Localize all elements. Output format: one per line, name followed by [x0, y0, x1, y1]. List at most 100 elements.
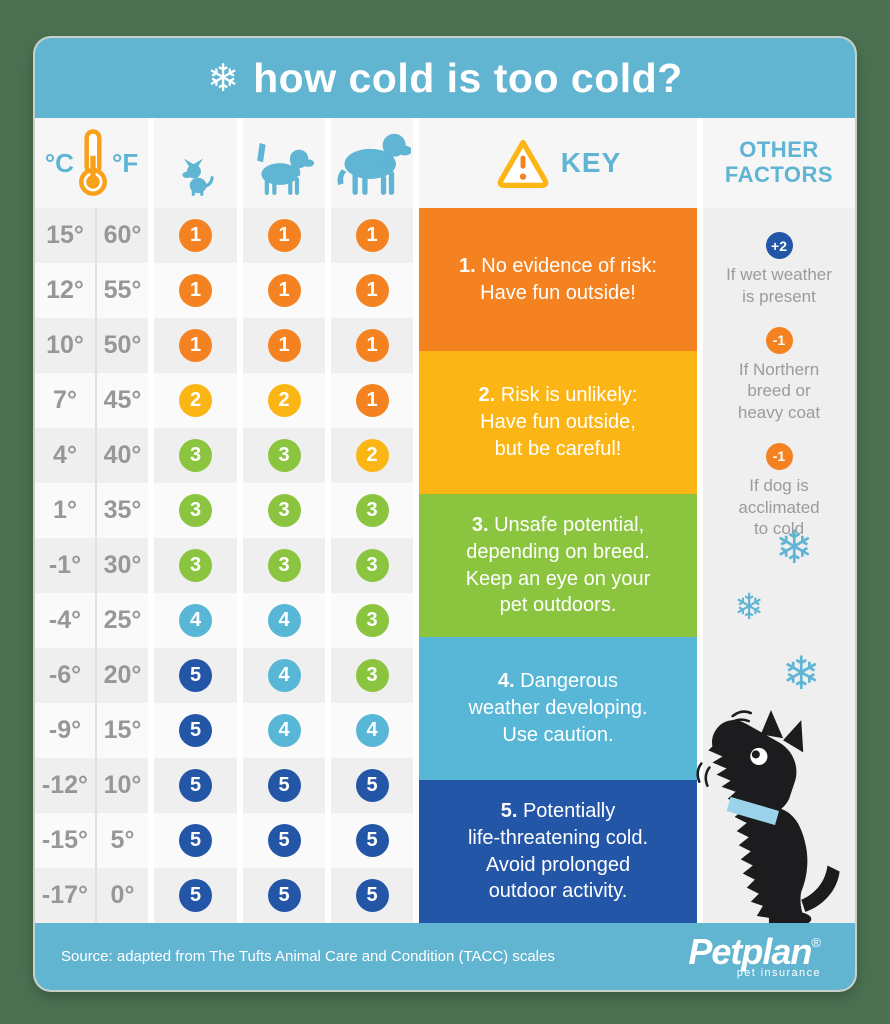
- fahrenheit-value: 50°: [95, 318, 148, 373]
- risk-cell-large-dog: 3: [331, 648, 413, 703]
- key-item-number: 5.: [500, 799, 518, 822]
- risk-cell-large-dog: 3: [331, 538, 413, 593]
- key-item-4: 4. Dangerous weather developing. Use cau…: [419, 637, 697, 780]
- risk-cell-medium-dog: 4: [243, 648, 325, 703]
- risk-cell-small-dog: 4: [154, 593, 237, 648]
- key-header-cell: KEY: [419, 118, 697, 208]
- medium-dog-icon: [257, 143, 315, 195]
- key-title: KEY: [560, 147, 622, 178]
- risk-cell-small-dog: 3: [154, 538, 237, 593]
- warning-icon: [497, 139, 548, 188]
- risk-cell-medium-dog: 3: [243, 483, 325, 538]
- risk-badge: 1: [355, 329, 389, 362]
- risk-badge: 1: [267, 219, 301, 252]
- modifier-badge: -1: [765, 326, 793, 354]
- fahrenheit-unit-label: °F: [111, 147, 139, 178]
- risk-badge: 4: [267, 714, 301, 747]
- small-dog-icon: [181, 158, 214, 196]
- temperature-row-cell: -17° 0°: [35, 868, 148, 923]
- temperature-row-cell: 12° 55°: [35, 263, 148, 318]
- brand-tagline: pet insurance: [736, 967, 821, 979]
- fahrenheit-value: 0°: [95, 868, 148, 923]
- celsius-value: -4°: [48, 606, 82, 634]
- key-item-number: 2.: [478, 384, 496, 407]
- header-bar: ❄ how cold is too cold?: [35, 38, 855, 118]
- risk-cell-large-dog: 1: [331, 208, 413, 263]
- small-dog-column-header: [154, 118, 237, 208]
- risk-cell-large-dog: 5: [331, 758, 413, 813]
- factor-item: -1 If Northern breed or heavy coat: [703, 326, 855, 424]
- celsius-value: 10°: [46, 331, 84, 359]
- thermometer-icon: [79, 129, 107, 196]
- snowflake-decoration-icon: ❄: [734, 587, 765, 628]
- key-item-2: 2. Risk is unlikely: Have fun outside, b…: [419, 351, 697, 494]
- risk-badge: 5: [355, 879, 389, 912]
- key-item-text: 2. Risk is unlikely: Have fun outside, b…: [478, 384, 638, 460]
- key-item-text: 1. No evidence of risk: Have fun outside…: [459, 254, 657, 304]
- celsius-value: -15°: [41, 826, 89, 854]
- risk-badge: 5: [179, 714, 212, 747]
- risk-cell-small-dog: 5: [154, 868, 237, 923]
- risk-cell-medium-dog: 4: [243, 593, 325, 648]
- risk-badge: 5: [267, 879, 301, 912]
- risk-key-legend: 1. No evidence of risk: Have fun outside…: [419, 208, 697, 923]
- modifier-badge: +2: [765, 232, 793, 259]
- risk-badge: 3: [179, 494, 212, 527]
- fahrenheit-value: 60°: [95, 208, 148, 263]
- risk-cell-large-dog: 1: [331, 318, 413, 373]
- medium-dog-column-header: [243, 118, 325, 208]
- risk-cell-small-dog: 5: [154, 758, 237, 813]
- key-item-text: 4. Dangerous weather developing. Use cau…: [468, 670, 648, 746]
- risk-cell-large-dog: 4: [331, 703, 413, 758]
- key-item-3: 3. Unsafe potential, depending on breed.…: [419, 494, 697, 637]
- temperature-row-cell: 1° 35°: [35, 483, 148, 538]
- risk-cell-medium-dog: 1: [243, 263, 325, 318]
- risk-badge: 1: [179, 274, 212, 307]
- celsius-value: 4°: [53, 441, 77, 469]
- fahrenheit-value: 25°: [95, 593, 148, 648]
- risk-cell-medium-dog: 3: [243, 538, 325, 593]
- temperature-row-cell: -1° 30°: [35, 538, 148, 593]
- risk-badge: 5: [355, 824, 389, 857]
- risk-badge: 2: [267, 384, 301, 417]
- footer-bar: Source: adapted from The Tufts Animal Ca…: [35, 923, 855, 990]
- risk-cell-small-dog: 5: [154, 648, 237, 703]
- risk-badge: 4: [267, 659, 301, 692]
- key-item-1: 1. No evidence of risk: Have fun outside…: [419, 208, 697, 351]
- temperature-row-cell: -6° 20°: [35, 648, 148, 703]
- temperature-row-cell: 4° 40°: [35, 428, 148, 483]
- temperature-row-cell: 10° 50°: [35, 318, 148, 373]
- risk-cell-medium-dog: 1: [243, 318, 325, 373]
- risk-badge: 4: [267, 604, 301, 637]
- key-item-number: 1.: [459, 254, 476, 277]
- risk-cell-small-dog: 3: [154, 428, 237, 483]
- risk-cell-small-dog: 2: [154, 373, 237, 428]
- factor-text: If wet weather is present: [726, 265, 832, 306]
- registered-mark: ®: [811, 935, 821, 950]
- petplan-logo: Petplan ® pet insurance: [688, 934, 829, 980]
- fahrenheit-value: 15°: [95, 703, 148, 758]
- temperature-row-cell: -4° 25°: [35, 593, 148, 648]
- risk-badge: 2: [179, 384, 212, 417]
- risk-badge: 1: [267, 329, 301, 362]
- celsius-value: -9°: [48, 716, 82, 744]
- key-item-number: 3.: [471, 513, 489, 536]
- temp-header-cell: °C °F: [35, 118, 148, 208]
- temperature-row-cell: -9° 15°: [35, 703, 148, 758]
- key-item-5: 5. Potentially life-threatening cold. Av…: [419, 780, 697, 923]
- fahrenheit-value: 35°: [95, 483, 148, 538]
- risk-badge: 3: [355, 494, 389, 527]
- factor-text: If dog is acclimated to cold: [738, 475, 820, 539]
- fahrenheit-value: 45°: [95, 373, 148, 428]
- fahrenheit-value: 5°: [95, 813, 148, 868]
- risk-badge: 4: [355, 714, 389, 747]
- risk-cell-medium-dog: 4: [243, 703, 325, 758]
- risk-badge: 1: [355, 219, 389, 252]
- risk-cell-medium-dog: 5: [243, 758, 325, 813]
- factor-list: +2 If wet weather is present -1 If Northern…: [703, 232, 855, 540]
- key-item-number: 4.: [497, 670, 515, 693]
- celsius-value: -1°: [48, 551, 82, 579]
- risk-badge: 5: [179, 659, 212, 692]
- temperature-table: °C °F: [35, 118, 855, 923]
- risk-cell-small-dog: 3: [154, 483, 237, 538]
